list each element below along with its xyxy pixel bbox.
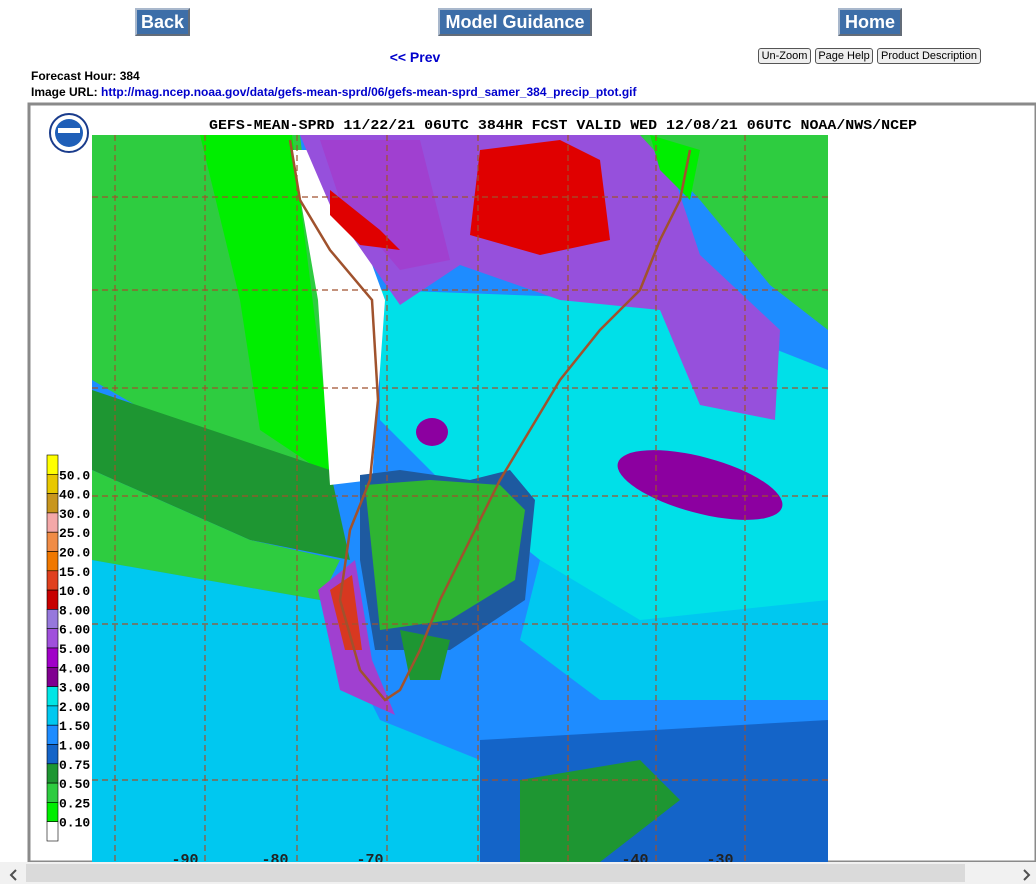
label: Image URL:: [31, 85, 98, 99]
legend-label: 30.0: [59, 507, 90, 522]
legend-label: 4.00: [59, 661, 90, 676]
legend-label: 1.50: [59, 719, 90, 734]
forecast-image: GEFS-MEAN-SPRD 11/22/21 06UTC 384HR FCST…: [27, 102, 1036, 862]
legend-swatch: [46, 589, 59, 610]
legend-swatch: [46, 744, 59, 765]
legend-swatch: [46, 531, 59, 552]
longitude-label: -70: [356, 852, 383, 862]
legend-label: 10.0: [59, 584, 90, 599]
legend-swatch: [46, 821, 59, 842]
legend-swatch: [46, 724, 59, 745]
legend-label: 50.0: [59, 468, 90, 483]
legend-label: 0.50: [59, 777, 90, 792]
legend-label: 1.00: [59, 739, 90, 754]
legend-swatch: [46, 628, 59, 649]
unzoom-button[interactable]: Un-Zoom: [758, 48, 811, 64]
prev-link[interactable]: << Prev: [389, 49, 441, 65]
legend-swatch: [46, 512, 59, 533]
legend-swatch: [46, 647, 59, 668]
map-title: GEFS-MEAN-SPRD 11/22/21 06UTC 384HR FCST…: [209, 118, 917, 134]
legend-label: 6.00: [59, 623, 90, 638]
label: Forecast Hour:: [31, 69, 117, 83]
legend-label: 0.25: [59, 796, 90, 811]
legend-label: 0.75: [59, 758, 90, 773]
legend-label: 40.0: [59, 488, 90, 503]
url-link[interactable]: http://mag.ncep.noaa.gov/data/gefs-mean-…: [101, 85, 637, 99]
back-button[interactable]: Back: [135, 8, 190, 36]
legend-label: 5.00: [59, 642, 90, 657]
legend-swatch: [46, 493, 59, 514]
legend-swatch: [46, 763, 59, 784]
image-url: Image URL: http://mag.ncep.noaa.gov/data…: [31, 85, 637, 99]
legend-swatch: [46, 551, 59, 572]
page-help-button[interactable]: Page Help: [815, 48, 873, 64]
legend-swatch: [46, 570, 59, 591]
home-button[interactable]: Home: [838, 8, 902, 36]
legend-label: 15.0: [59, 565, 90, 580]
product-description-button[interactable]: Product Description: [877, 48, 981, 64]
legend-label: 2.00: [59, 700, 90, 715]
legend-swatch: [46, 705, 59, 726]
legend-swatch: [46, 609, 59, 630]
longitude-label: -80: [261, 852, 288, 862]
longitude-label: -30: [706, 852, 733, 862]
legend-swatch: [46, 802, 59, 823]
legend-swatch: [46, 686, 59, 707]
horizontal-scrollbar[interactable]: [0, 862, 1036, 884]
legend-label: 0.10: [59, 816, 90, 831]
legend-label: 3.00: [59, 681, 90, 696]
value: 384: [119, 69, 140, 83]
legend-label: 25.0: [59, 526, 90, 541]
legend-swatch: [46, 473, 59, 494]
model-guidance-button[interactable]: Model Guidance: [438, 8, 592, 36]
legend-swatch: [46, 454, 59, 475]
legend-label: 20.0: [59, 546, 90, 561]
forecast-hour: Forecast Hour: 384: [31, 69, 140, 83]
legend-swatch: [46, 782, 59, 803]
legend-label: 8.00: [59, 603, 90, 618]
longitude-label: -90: [171, 852, 198, 862]
legend-swatch: [46, 666, 59, 687]
longitude-label: -40: [621, 852, 648, 862]
